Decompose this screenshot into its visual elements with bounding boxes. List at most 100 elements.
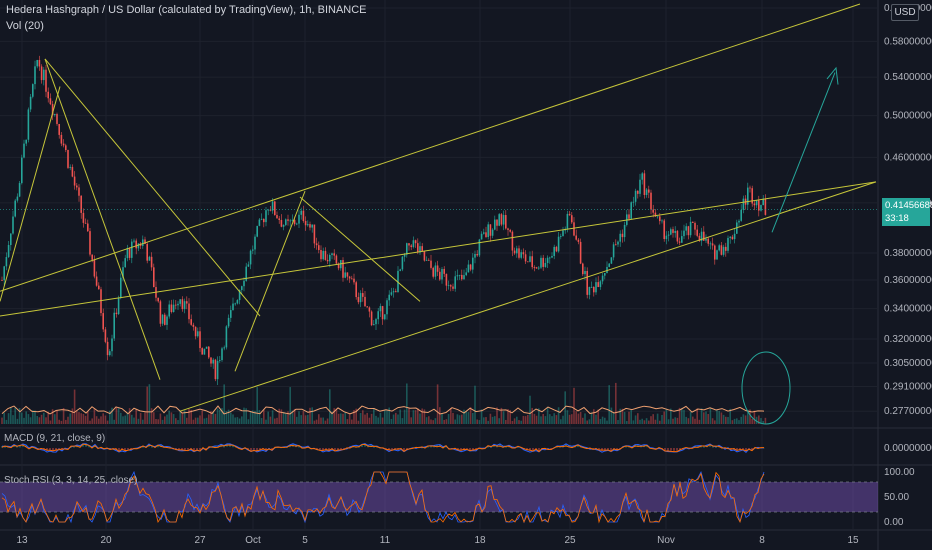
macd-histogram-bar [538,448,540,451]
candle-body [562,230,564,237]
trendlines [0,3,877,425]
candle-body [478,239,481,256]
volume-bar [410,417,412,424]
volume-bar [557,407,560,424]
candle-body [645,189,648,195]
volume-bar [225,411,228,424]
volume-bar [71,408,74,424]
volume-bar [698,419,701,424]
volume-bar [36,415,38,424]
volume-bar [665,408,668,424]
volume-bar [249,411,252,424]
candle-body [333,253,335,256]
currency-badge[interactable]: USD [891,4,919,21]
volume-bar [340,413,342,424]
candle-body [84,222,87,224]
candle-body [194,326,197,337]
candle-body [192,324,195,327]
candle-body [417,243,419,253]
volume-bar [98,418,100,424]
volume-bar [241,416,243,424]
volume-bar [634,415,637,424]
volume-bar [155,418,157,424]
candle-body [546,257,549,263]
volume-bar [280,409,283,424]
volume-bar [390,418,393,424]
volume-bar [388,407,390,424]
candle-body [529,256,531,262]
candle-body [67,150,69,168]
volume-bar [254,410,256,424]
volume-legend[interactable]: Vol (20) [6,20,44,32]
candle-body [300,210,302,215]
candle-body [3,266,5,281]
volume-bar [117,408,120,424]
volume-bar [725,416,727,424]
last-price-tag: 0.41456688 33:18 [882,198,932,226]
macd-histogram-bar [334,448,336,451]
volume-bar [689,411,692,424]
stoch-rsi-lines [1,470,765,524]
macd-histogram-bar [712,445,714,448]
candle-body [302,210,305,221]
volume-bar [14,407,16,424]
volume-bar [91,418,93,424]
price-axis[interactable]: 0.620000000.580000000.540000000.50000000… [884,3,932,528]
volume-bar [223,384,225,424]
volume-bar [23,417,25,424]
candle-body [384,314,386,320]
candle-body [93,259,96,277]
symbol-title[interactable]: Hedera Hashgraph / US Dollar (calculated… [6,4,367,16]
volume-bar [465,410,467,424]
macd-histogram-bar [391,448,393,450]
macd-histogram-bar [19,445,21,448]
volume-bar [507,409,509,424]
volume-bar [168,410,170,424]
candle-body [654,212,657,217]
candle-body [58,123,60,135]
candle-body [392,291,395,293]
time-axis[interactable]: 13 20 27 Oct 5 11 18 25 Nov 8 15 [16,535,859,546]
candle-body [430,260,432,268]
candle-body [566,213,569,229]
candle-body [590,286,593,288]
candle-body [469,264,472,270]
candle-body [423,251,426,261]
volume-bar [615,382,617,424]
candle-body [351,278,353,280]
candle-body [617,241,619,245]
candle-body [91,254,93,260]
candle-body [214,359,217,380]
volume-bar [351,419,353,424]
volume-bar [144,412,146,424]
candle-body [518,248,520,258]
candle-body [595,282,597,293]
volume-bar [5,419,8,424]
candle-body [544,262,547,267]
candle-body [172,304,175,313]
price-tick-label: 0.34000000 [884,304,932,315]
volume-bar [194,417,197,424]
volume-bar [304,415,307,424]
candle-body [188,303,190,320]
candle-body [203,348,206,355]
candle-body [109,351,111,356]
candle-body [287,219,289,221]
volume-bar [32,410,34,424]
candle-body [694,222,696,230]
volume-bar [540,416,542,424]
macd-histogram-bar [487,446,489,448]
volume-bar [441,413,443,424]
descending-line-3 [299,196,421,302]
volume-bar [335,408,338,424]
candle-body [621,233,624,238]
candle-body [456,275,459,277]
volume-bar [744,415,747,424]
macd-histogram-bar [187,448,189,450]
candle-body [293,219,296,225]
volume-bar [667,419,670,424]
volume-bar [549,414,551,424]
candle-body [597,282,599,287]
candle-body [452,286,454,289]
